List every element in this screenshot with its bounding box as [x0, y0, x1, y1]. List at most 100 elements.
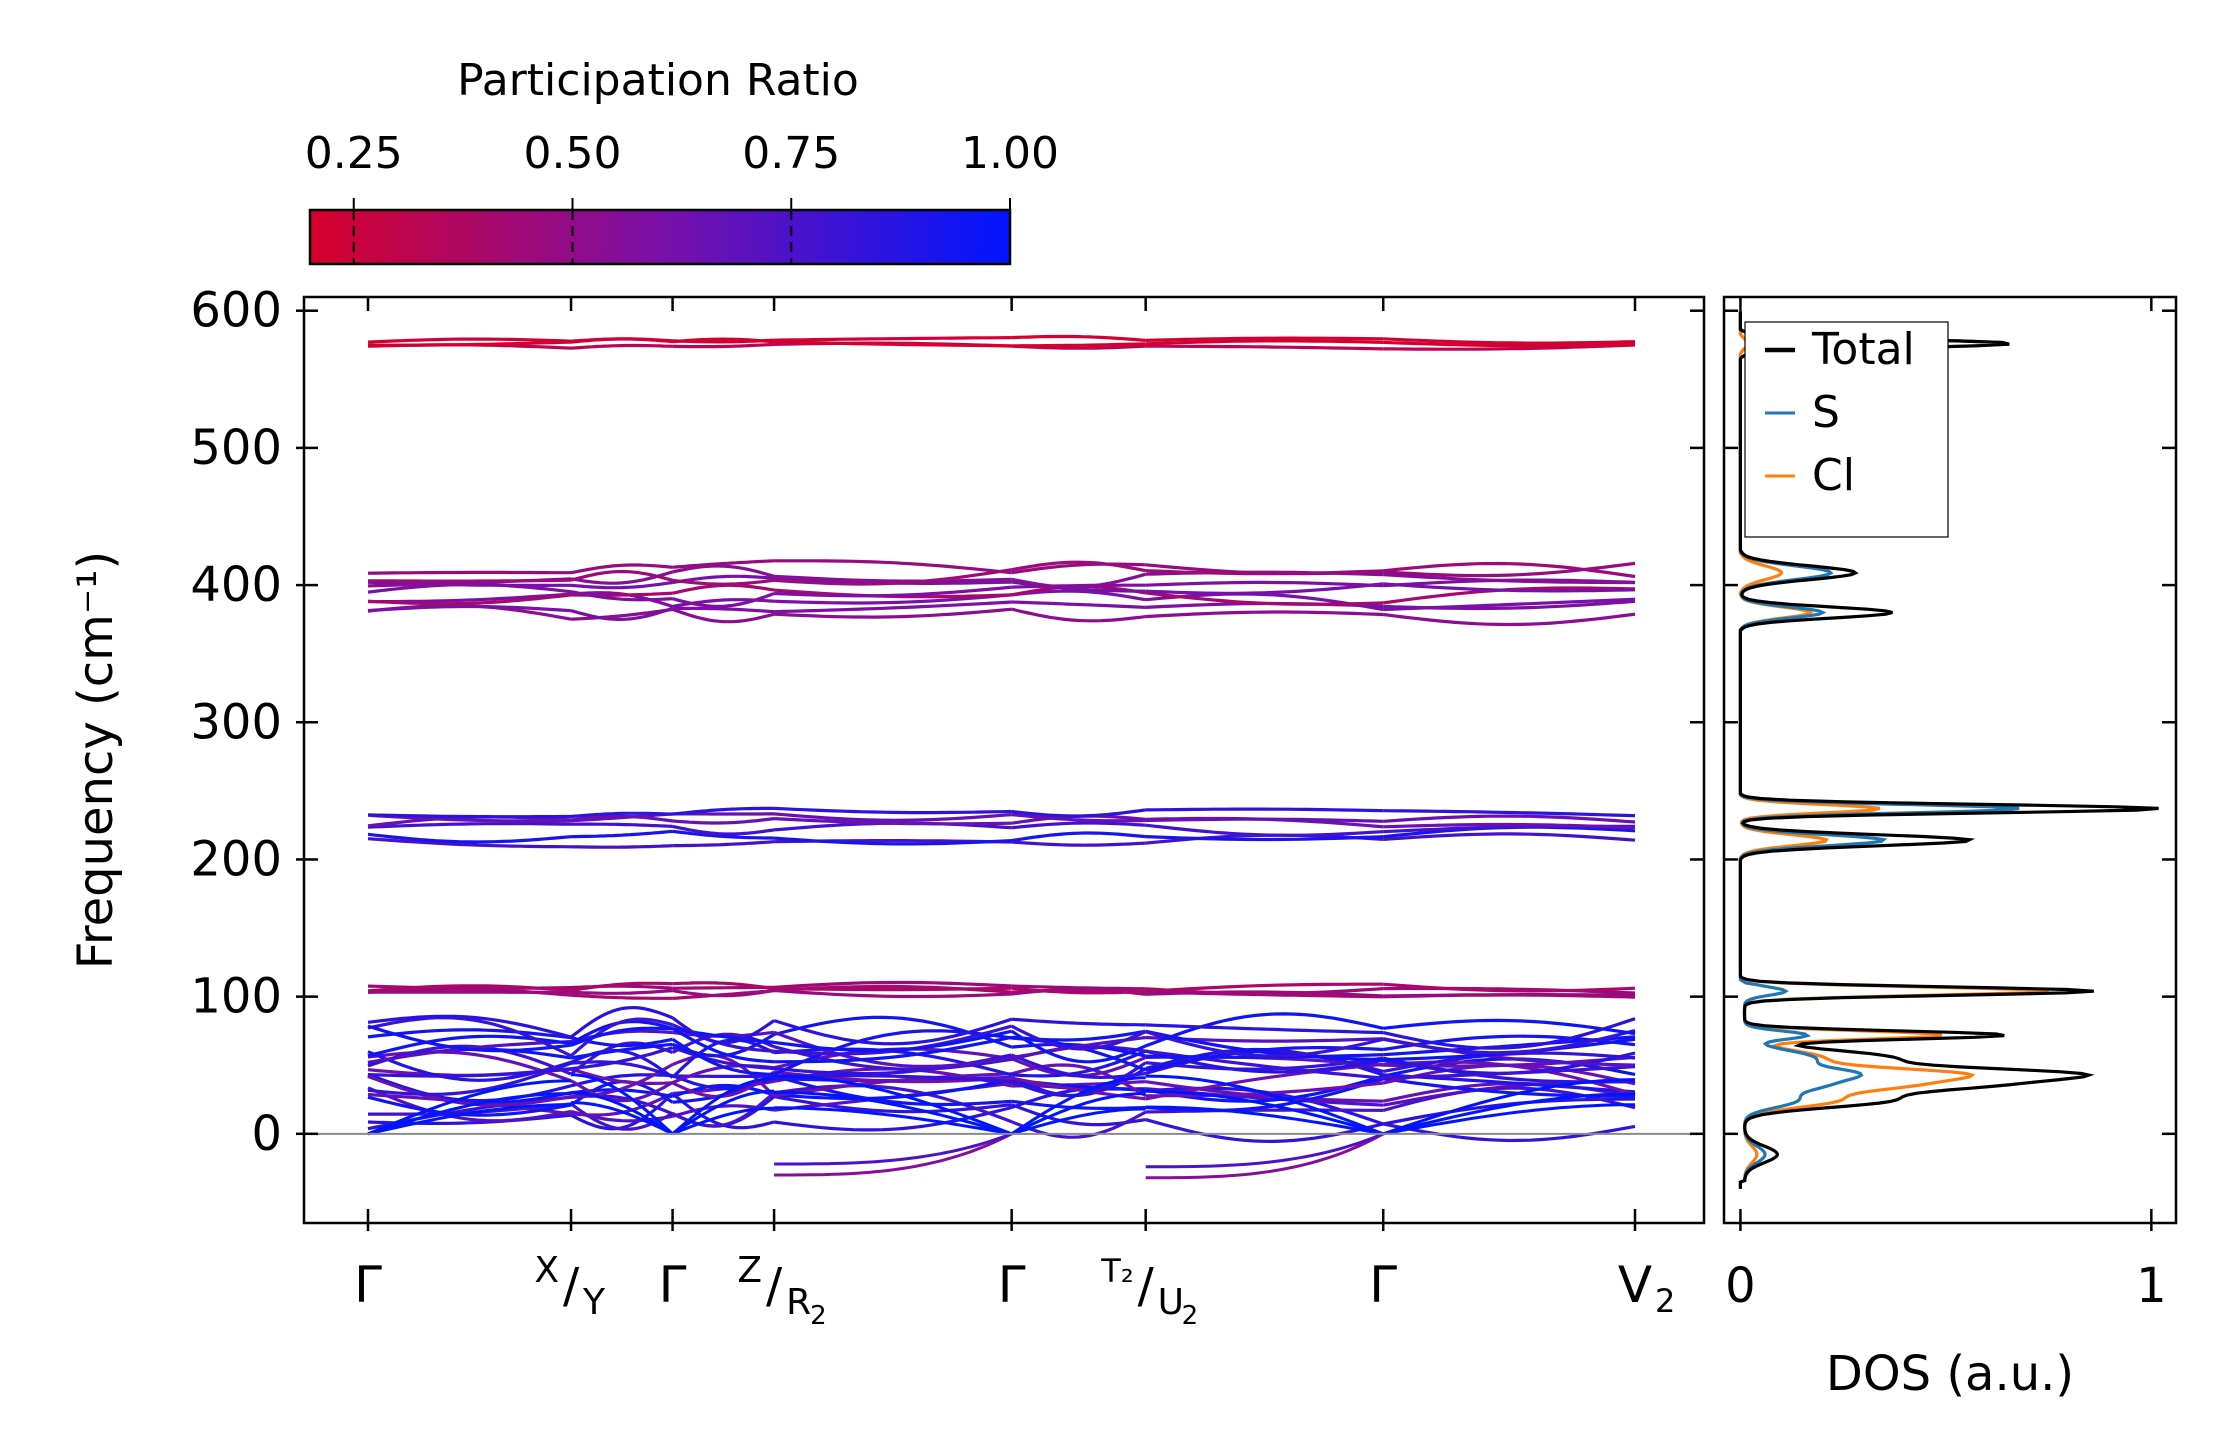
band-line — [671, 1026, 775, 1064]
band-line — [1011, 600, 1146, 609]
band-line — [672, 988, 775, 998]
band-line — [1010, 1024, 1147, 1051]
band-line — [774, 1074, 1012, 1083]
band-line — [672, 342, 775, 349]
band-line — [774, 559, 1012, 575]
dos-curve-total — [1738, 311, 2159, 1189]
label-main: V — [1618, 1256, 1652, 1314]
band-line — [1011, 562, 1146, 575]
band-line — [774, 986, 1012, 992]
band-line — [1011, 1110, 1147, 1139]
band-line — [671, 1016, 776, 1045]
band-line — [774, 1035, 1013, 1064]
band-line — [774, 817, 1012, 826]
band-line — [1145, 563, 1384, 576]
band-line — [774, 585, 1012, 598]
band-line — [1145, 823, 1384, 837]
band-line — [367, 1040, 572, 1064]
band-line — [1145, 982, 1384, 993]
band-line — [773, 1072, 1012, 1098]
label-slash: / — [563, 1258, 580, 1314]
band-line — [1145, 1030, 1384, 1058]
band-line — [570, 1005, 674, 1039]
band-line — [1011, 1099, 1146, 1110]
band-line — [1383, 809, 1636, 818]
band-line — [571, 822, 673, 828]
band-line — [570, 569, 673, 582]
band-line — [570, 989, 673, 995]
band-line — [1011, 821, 1146, 830]
band-line — [570, 811, 673, 819]
band-line — [1145, 1077, 1384, 1112]
band-line — [672, 1046, 775, 1071]
acoustic-branch — [1382, 1103, 1635, 1136]
band-line — [672, 840, 775, 848]
dos-legend: Total S Cl — [1744, 321, 1949, 538]
band-line — [367, 1050, 572, 1083]
band-line — [773, 1105, 1013, 1132]
label-main: U — [1158, 1282, 1184, 1323]
label-main: Γ — [1369, 1256, 1397, 1314]
y-tick-label: 500 — [190, 420, 282, 476]
label-main: Y — [582, 1282, 606, 1323]
legend-label-s: S — [1812, 387, 1840, 438]
high-symmetry-label: Γ — [998, 1256, 1026, 1314]
band-line — [1382, 1017, 1636, 1050]
band-line — [367, 984, 572, 993]
band-line — [1383, 822, 1636, 830]
band-line — [1145, 817, 1384, 823]
band-line — [773, 1074, 1012, 1107]
band-line — [773, 1017, 1013, 1046]
band-line — [1383, 597, 1636, 612]
band-line — [1145, 344, 1384, 351]
colorbar-tick-label: 0.75 — [742, 128, 840, 179]
band-line — [1145, 1012, 1384, 1048]
band-line — [1145, 1029, 1384, 1062]
label-main: Γ — [659, 1256, 687, 1314]
band-line — [367, 1086, 572, 1123]
acoustic-branch — [1145, 1074, 1384, 1136]
band-line — [774, 574, 1012, 583]
band-line — [367, 832, 572, 844]
legend-label-cl: Cl — [1812, 450, 1855, 501]
band-line — [672, 564, 775, 578]
acoustic-branch — [1011, 1107, 1146, 1136]
band-line — [1145, 807, 1384, 813]
band-line — [1011, 808, 1146, 818]
acoustic-branch — [570, 1091, 674, 1136]
band-line — [367, 1016, 572, 1058]
high-symmetry-label: Z / R2 — [737, 1250, 826, 1331]
band-line — [672, 559, 775, 569]
band-line — [569, 1017, 673, 1058]
band-line — [1011, 342, 1146, 348]
band-line — [774, 340, 1012, 348]
acoustic-branch — [672, 1106, 775, 1136]
band-line — [1145, 339, 1384, 346]
band-line — [367, 593, 572, 606]
band-line — [774, 980, 1012, 989]
acoustic-branch — [1011, 1092, 1146, 1136]
imaginary-mode — [774, 1132, 1013, 1177]
acoustic-branch — [570, 1073, 674, 1135]
legend-label-total: Total — [1811, 324, 1915, 375]
band-line — [773, 568, 1012, 586]
band-line — [367, 813, 571, 819]
band-line — [367, 822, 572, 829]
band-line — [1383, 1018, 1636, 1036]
acoustic-branch — [1145, 1105, 1384, 1136]
colorbar-ticks: 0.25 0.50 0.75 1.00 — [305, 128, 1059, 264]
dos-axes-frame — [1722, 295, 2178, 1225]
band-line — [1145, 336, 1384, 342]
imaginary-mode — [1145, 1132, 1384, 1169]
band-line — [1145, 1080, 1384, 1103]
band-line — [1145, 591, 1384, 606]
band-line — [1145, 1023, 1384, 1035]
band-line — [367, 570, 571, 575]
acoustic-branch — [1010, 1076, 1146, 1136]
band-line — [1383, 1065, 1636, 1080]
imaginary-mode — [1145, 1132, 1384, 1180]
colorbar-tick-label: 0.50 — [524, 128, 622, 179]
band-line — [570, 829, 673, 839]
